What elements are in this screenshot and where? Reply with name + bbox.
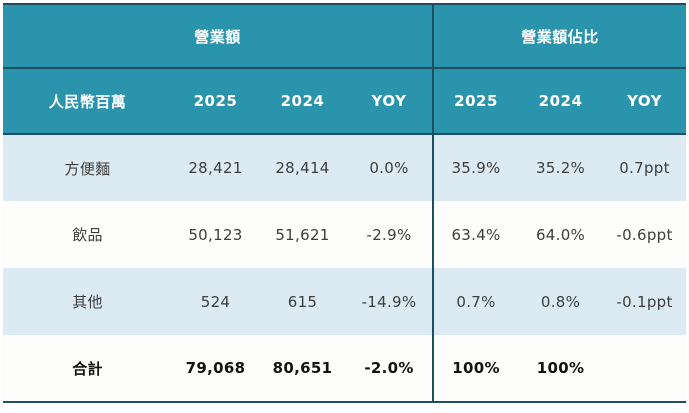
table-cell: 524 [200,292,231,311]
row-label: 飲品 [72,226,103,244]
table-cell: -2.0% [364,359,414,377]
header-group-revenue: 營業額 [3,4,434,69]
header-columns-row: 人民幣百萬 2025 2024 YOY 2025 2024 YOY [3,68,687,135]
header-group-revenue-share: 營業額佔比 [432,4,687,69]
column-header-2024-share: 2024 [518,68,604,135]
table-cell: -2.9% [366,225,412,244]
table-cell: 0.7ppt [619,159,670,177]
table-row: 合計 79,068 80,651 -2.0% 100% 100% [3,335,687,402]
header-group-row: 營業額 營業額佔比 [3,4,687,69]
table-header: 營業額 營業額佔比 人民幣百萬 2025 2024 YOY 2025 2024 … [3,4,687,135]
table-cell: -0.6ppt [616,225,673,244]
table-cell: -0.1ppt [616,292,673,311]
table-cell: 615 [287,292,318,311]
column-header-yoy-share: YOY [603,68,687,135]
table-cell: 100% [536,359,585,377]
table-cell [603,335,686,402]
table-cell: 28,414 [275,159,330,177]
column-header-2025-share: 2025 [432,68,519,135]
table-cell: 100% [432,335,519,402]
table-cell: 28,421 [188,159,243,177]
table-row: 其他 524 615 -14.9% 0.7% 0.8% -0.1ppt [3,268,687,335]
table-body: 方便麵 28,421 28,414 0.0% 35.9% 35.2% 0.7ppt 飲品 50,… [3,134,687,402]
table-cell: 80,651 [272,359,333,377]
table-cell: 79,068 [185,359,246,377]
column-header-2024-revenue: 2024 [259,68,346,135]
row-label: 其他 [72,293,103,311]
row-label: 合計 [72,359,103,378]
column-header-2025-revenue: 2025 [172,68,259,135]
table-cell: 35.9% [432,134,519,201]
table-row: 方便麵 28,421 28,414 0.0% 35.9% 35.2% 0.7ppt [3,134,687,201]
table-cell: 0.8% [540,292,581,311]
table-cell: 64.0% [535,225,586,244]
table-cell: 0.7% [432,268,519,335]
column-header-yoy-revenue: YOY [346,68,434,135]
table-row: 飲品 50,123 51,621 -2.9% 63.4% 64.0% -0.6ppt [3,201,687,268]
table-cell: 63.4% [432,201,519,268]
table-cell: -14.9% [361,292,417,311]
financial-table: 營業額 營業額佔比 人民幣百萬 2025 2024 YOY 2025 2024 … [3,3,687,403]
table-cell: 35.2% [535,159,586,177]
table-cell: 0.0% [369,159,409,177]
column-header-unit: 人民幣百萬 [3,68,172,135]
table-cell: 51,621 [275,225,330,244]
row-label: 方便麵 [64,159,111,178]
table-cell: 50,123 [188,225,243,244]
